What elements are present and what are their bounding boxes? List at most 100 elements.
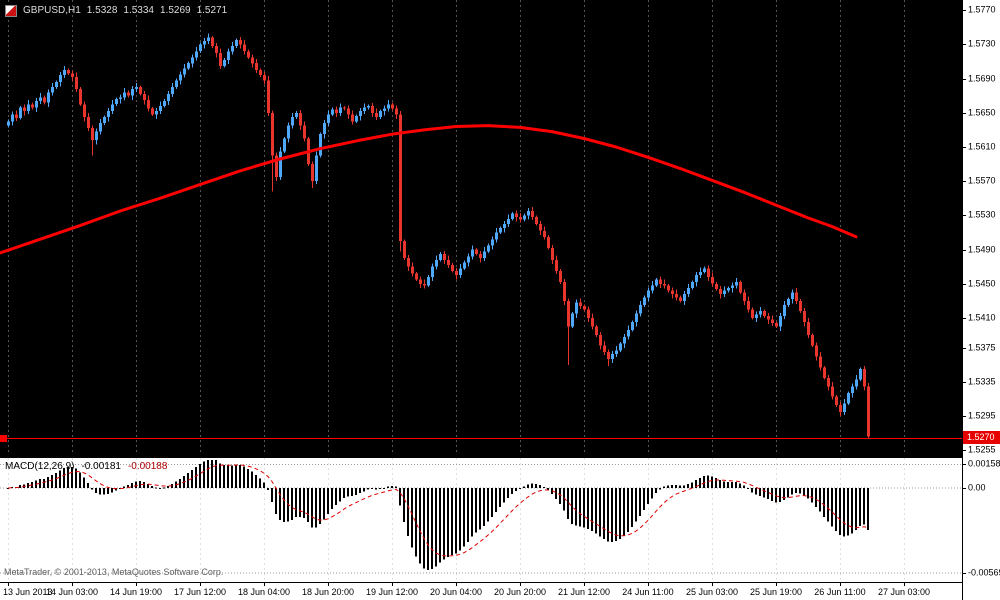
axis-tick: [963, 416, 966, 418]
price-axis-label: 1.5730: [968, 38, 996, 49]
candle: [467, 256, 470, 263]
candle: [15, 114, 18, 118]
candle: [139, 87, 142, 94]
candle: [639, 305, 642, 314]
candle: [807, 322, 810, 335]
time-tick: [200, 583, 201, 586]
candle: [351, 114, 354, 122]
candle: [451, 265, 454, 271]
candle: [823, 367, 826, 378]
candle: [643, 297, 646, 306]
main-gridlines: [8, 0, 905, 455]
candle: [59, 75, 62, 82]
candle: [271, 112, 274, 156]
candle: [623, 336, 626, 344]
candle: [383, 108, 386, 112]
candle: [795, 292, 798, 301]
candle: [167, 94, 170, 101]
candle: [255, 63, 258, 70]
candle: [211, 37, 214, 47]
candle: [87, 117, 90, 129]
candle: [107, 111, 110, 118]
candle: [175, 80, 178, 88]
candle: [583, 306, 586, 310]
candle: [199, 44, 202, 52]
candle: [363, 107, 366, 112]
candle: [439, 253, 442, 260]
main-chart[interactable]: GBPUSD,H1 1.5328 1.5334 1.5269 1.5271: [0, 0, 962, 455]
candle: [303, 125, 306, 139]
candle: [195, 51, 198, 58]
candle: [327, 114, 330, 123]
candle: [259, 70, 262, 76]
candle: [95, 131, 98, 141]
candle: [567, 300, 570, 327]
candle: [279, 151, 282, 177]
candle: [535, 217, 538, 224]
time-axis[interactable]: 13 Jun 2013 14 Jun 03:00 14 Jun 19:00 17 Ju…: [0, 582, 962, 600]
candle: [579, 302, 582, 306]
candle: [463, 262, 466, 269]
candle: [607, 352, 610, 359]
candle: [563, 282, 566, 301]
time-axis-label: 20 Jun 20:00: [493, 587, 547, 597]
time-tick: [840, 583, 841, 586]
candle: [423, 283, 426, 286]
candle: [659, 279, 662, 284]
time-tick: [584, 583, 585, 586]
candle: [867, 386, 870, 437]
candle: [415, 273, 418, 280]
moving-average-line: [0, 124, 858, 255]
candle: [411, 266, 414, 274]
main-chart-canvas[interactable]: [0, 0, 962, 455]
candle: [379, 111, 382, 118]
candle: [511, 213, 514, 219]
candle: [207, 37, 210, 41]
candle: [119, 97, 122, 100]
candle: [819, 356, 822, 368]
ohlc-close: 1.5271: [196, 5, 228, 16]
candle: [179, 74, 182, 81]
candle: [755, 314, 758, 318]
candle: [851, 386, 854, 394]
time-axis-label: 27 Jun 03:00: [877, 587, 931, 597]
panel-divider[interactable]: [0, 455, 962, 458]
candle: [515, 213, 518, 218]
candle: [531, 211, 534, 218]
macd-canvas[interactable]: [0, 458, 962, 582]
candle: [287, 125, 290, 139]
candle: [427, 276, 430, 286]
candle: [483, 251, 486, 259]
candle: [715, 283, 718, 289]
candle: [299, 112, 302, 126]
candle: [387, 104, 390, 109]
candle: [263, 75, 266, 81]
candle: [159, 106, 162, 112]
time-axis-label: 25 Jun 19:00: [749, 587, 803, 597]
candle: [503, 223, 506, 229]
candle: [455, 270, 458, 276]
candle: [775, 323, 778, 327]
macd-main-value: -0.00181: [81, 461, 121, 472]
time-tick: [648, 583, 649, 586]
time-tick: [712, 583, 713, 586]
candle: [863, 369, 866, 387]
candle: [267, 80, 270, 113]
candle: [375, 112, 378, 118]
macd-panel[interactable]: MACD(12,26,9) -0.00181 -0.00188 MetaTrad…: [0, 458, 962, 582]
candle: [79, 88, 82, 105]
candle: [519, 217, 522, 220]
price-axis[interactable]: 1.5770 1.5730 1.5690 1.5650 1.5610 1.5570 1.55…: [962, 0, 1000, 600]
candle: [99, 123, 102, 132]
price-line-anchor[interactable]: [0, 435, 7, 442]
candle: [647, 290, 650, 298]
price-axis-label: 1.5375: [968, 342, 996, 353]
macd-indicator-label: MACD(12,26,9) -0.00181 -0.00188: [5, 461, 167, 472]
axis-tick: [963, 347, 966, 349]
price-axis-label: 1.5255: [968, 444, 996, 455]
candle: [487, 245, 490, 252]
candle: [347, 108, 350, 115]
candle: [691, 282, 694, 289]
candle: [471, 249, 474, 257]
